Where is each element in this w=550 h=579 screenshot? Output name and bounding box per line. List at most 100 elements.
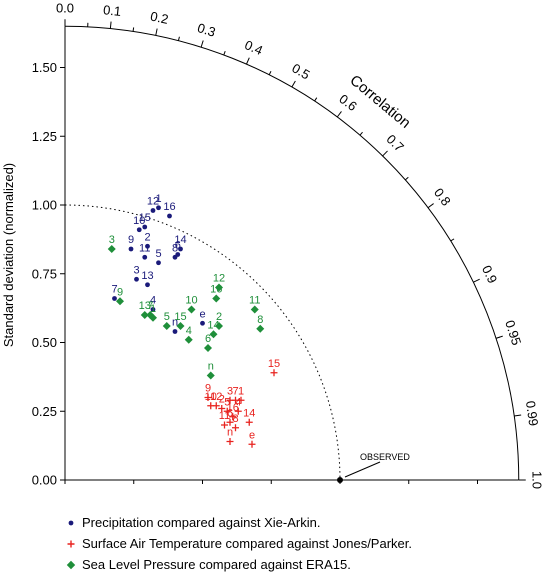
correlation-tick-label: 0.99 <box>523 400 541 427</box>
point-label: 15 <box>174 311 186 323</box>
point-label: 9 <box>128 234 134 246</box>
point-label: 3 <box>109 234 115 246</box>
point-marker <box>173 255 178 260</box>
correlation-tick <box>110 22 111 29</box>
point-marker <box>212 295 220 303</box>
point-marker <box>145 282 150 287</box>
correlation-minor-tick <box>496 337 500 338</box>
point-marker <box>163 322 171 330</box>
correlation-tick-label: 0.9 <box>479 263 500 286</box>
y-tick-label: 1.00 <box>32 198 57 213</box>
point-label: 9 <box>117 286 123 298</box>
correlation-tick <box>383 151 388 156</box>
y-tick-label: 0.25 <box>32 404 57 419</box>
point-label: 5 <box>155 248 161 260</box>
point-label: e <box>249 429 255 441</box>
point-label: 8 <box>172 242 178 254</box>
point-marker <box>227 438 234 445</box>
point-label: 13 <box>141 270 153 282</box>
correlation-tick-label: 1.0 <box>529 471 544 489</box>
correlation-tick-label: 0.0 <box>56 1 74 16</box>
point-marker <box>271 369 278 376</box>
point-marker <box>156 260 161 265</box>
correlation-tick <box>337 111 341 117</box>
point-label: 8 <box>257 314 263 326</box>
point-label: 16 <box>163 201 175 213</box>
point-marker <box>142 225 147 230</box>
point-marker <box>173 329 178 334</box>
point-label: 4 <box>186 325 192 337</box>
point-label: 1 <box>150 303 156 315</box>
observed-pointer <box>345 462 380 477</box>
taylor-diagram: 0.000.250.500.751.001.251.500.0 0.1 0.20.3… <box>0 0 550 510</box>
legend-dot-marker-icon <box>60 518 82 528</box>
correlation-minor-tick <box>224 51 225 55</box>
point-label: 11 <box>219 410 230 422</box>
correlation-minor-tick <box>178 37 179 41</box>
point-marker <box>207 372 215 380</box>
point-label: 12 <box>147 196 159 208</box>
reference-arc-group: OBSERVED <box>65 205 410 483</box>
correlation-tick-label: 0.95 <box>502 318 524 347</box>
legend-item-precipitation: Precipitation compared against Xie-Arkin… <box>60 512 412 533</box>
correlation-minor-tick <box>405 177 408 180</box>
correlation-tick <box>156 29 157 36</box>
correlation-arc <box>65 26 519 480</box>
reference-sd-arc <box>65 205 340 480</box>
legend-label: Surface Air Temperature compared against… <box>82 536 412 551</box>
y-tick-label: 0.00 <box>32 473 57 488</box>
y-tick-label: 0.75 <box>32 266 57 281</box>
point-label: e <box>199 308 205 320</box>
point-marker <box>251 306 259 314</box>
point-label: n <box>208 361 214 373</box>
legend-diamond-marker-icon <box>60 560 82 570</box>
point-label: 5 <box>164 311 170 323</box>
correlation-tick <box>247 58 250 64</box>
legend: Precipitation compared against Xie-Arkin… <box>60 512 412 575</box>
point-marker <box>256 325 264 333</box>
y-tick-label: 1.50 <box>32 60 57 75</box>
point-label: 8 <box>232 413 238 425</box>
point-label: 6 <box>205 333 211 345</box>
observed-label: OBSERVED <box>360 452 410 462</box>
y-axis-title: Standard deviation (normalized) <box>1 163 16 347</box>
point-label: 14 <box>207 319 219 331</box>
legend-item-surface-air-temperature: Surface Air Temperature compared against… <box>60 533 412 554</box>
point-label: 14 <box>243 407 255 419</box>
correlation-tick <box>201 40 203 47</box>
point-label: 10 <box>185 295 197 307</box>
point-label: 11 <box>139 242 150 254</box>
point-marker <box>151 208 156 213</box>
point-marker <box>188 306 196 314</box>
y-tick-label: 1.25 <box>32 129 57 144</box>
point-label: n <box>227 427 233 439</box>
correlation-tick-label: 0.5 <box>289 60 312 82</box>
point-marker <box>142 255 147 260</box>
correlation-minor-tick <box>133 27 134 31</box>
point-marker <box>108 245 116 253</box>
point-marker <box>137 227 142 232</box>
correlation-tick-label: 0.8 <box>431 185 454 208</box>
correlation-tick <box>473 279 479 282</box>
point-label: 11 <box>249 295 260 307</box>
correlation-minor-tick <box>451 239 454 241</box>
point-marker <box>204 344 212 352</box>
y-tick-label: 0.50 <box>32 335 57 350</box>
correlation-minor-tick <box>315 98 317 101</box>
correlation-tick-label: 0.6 <box>336 91 359 114</box>
correlation-tick <box>292 81 296 87</box>
point-marker <box>200 321 205 326</box>
point-marker <box>134 277 139 282</box>
correlation-tick-label: 0.3 <box>196 20 218 40</box>
correlation-tick <box>514 415 521 416</box>
point-marker <box>246 419 253 426</box>
point-marker <box>185 336 193 344</box>
legend-label: Precipitation compared against Xie-Arkin… <box>82 515 320 530</box>
point-marker <box>249 441 256 448</box>
correlation-minor-tick <box>269 71 271 75</box>
point-label: 3 <box>133 264 139 276</box>
correlation-tick <box>428 204 434 208</box>
correlation-minor-tick <box>360 132 363 135</box>
